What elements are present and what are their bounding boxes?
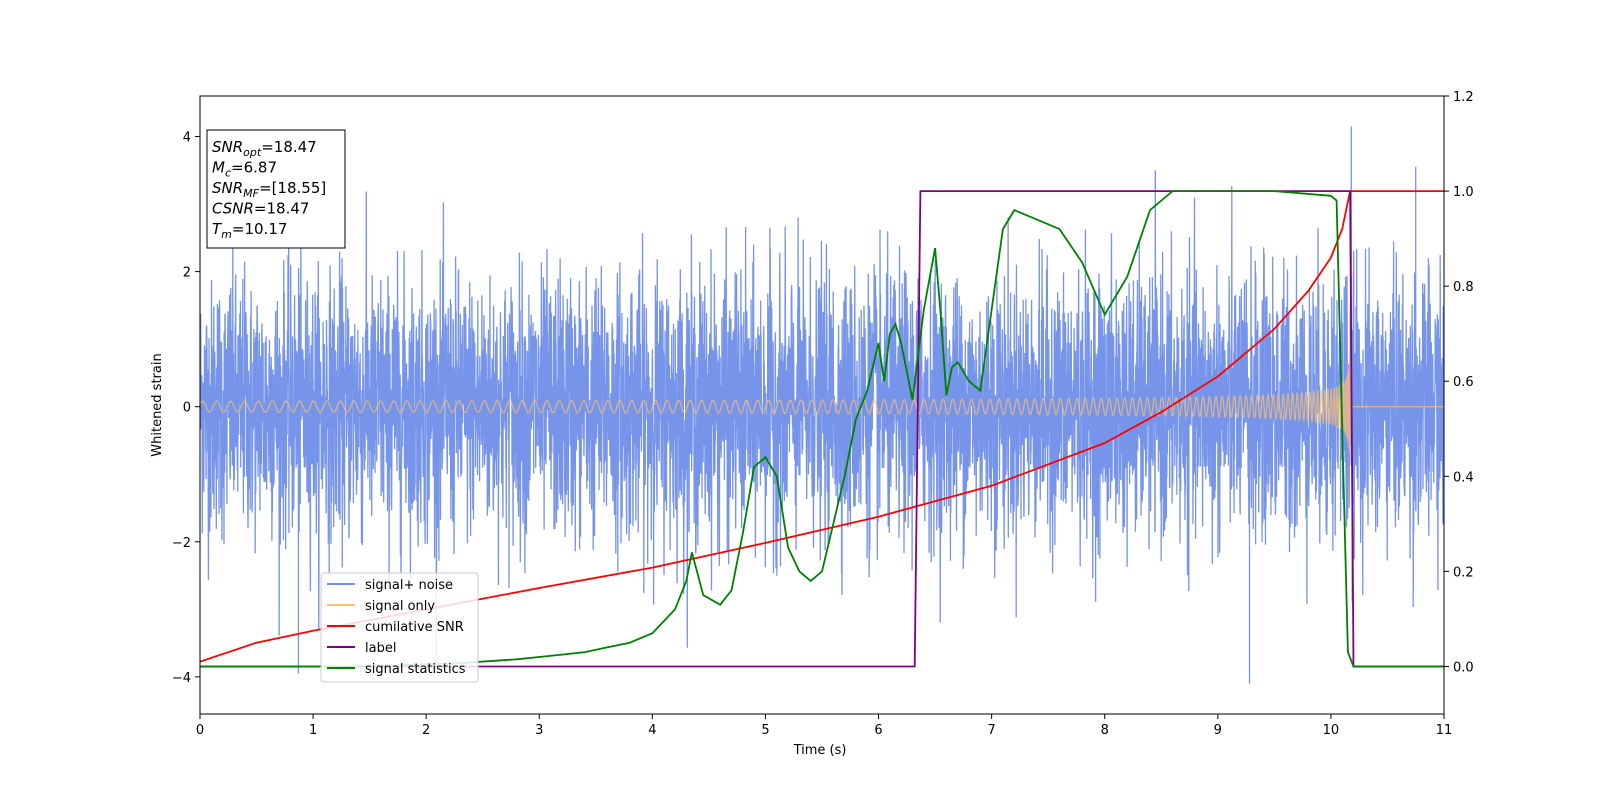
plot-frame [199, 95, 1445, 715]
x-tick-label: 6 [874, 723, 882, 738]
info-line: SNRMF=[18.55] [212, 179, 326, 200]
legend-label: signal+ noise [365, 578, 453, 593]
x-tick-label: 1 [309, 723, 317, 738]
y2-tick-label: 1.2 [1453, 90, 1474, 105]
y-tick-label: 2 [183, 266, 191, 281]
y2-tick-label: 1.0 [1453, 185, 1474, 200]
y-tick-label: 4 [183, 131, 191, 146]
x-axis: 0 1 2 3 4 5 6 7 8 9 10 11 [196, 714, 1452, 738]
x-tick-label: 8 [1101, 723, 1109, 738]
info-line: Tm=10.17 [212, 220, 287, 241]
legend-label: label [365, 641, 396, 656]
series-signal-only [200, 358, 1444, 454]
y2-tick-label: 0.4 [1453, 470, 1474, 485]
y-tick-label: 0 [183, 401, 191, 416]
y2-tick-label: 0.2 [1453, 565, 1474, 580]
info-box: SNRopt=18.47Mc=6.87SNRMF=[18.55]CSNR=18.… [206, 129, 346, 249]
x-axis-label: Time (s) [793, 743, 847, 758]
x-tick-label: 0 [196, 723, 204, 738]
x-tick-label: 5 [761, 723, 769, 738]
legend-label: cumilative SNR [365, 620, 464, 635]
x-tick-label: 10 [1323, 723, 1340, 738]
info-line: Mc=6.87 [212, 159, 277, 180]
x-tick-label: 2 [422, 723, 430, 738]
x-tick-label: 9 [1214, 723, 1222, 738]
y-axis-right: 0.0 0.2 0.4 0.6 0.8 1.0 1.2 [1444, 90, 1474, 675]
info-line: SNRopt=18.47 [212, 138, 317, 159]
y2-tick-label: 0.6 [1453, 375, 1474, 390]
legend: signal+ noise signal only cumilative SNR la… [320, 572, 479, 683]
x-tick-label: 11 [1436, 723, 1453, 738]
info-line: CSNR=18.47 [212, 200, 309, 218]
series-signal-statistics [200, 190, 1444, 668]
y-tick-label: −4 [172, 671, 191, 686]
x-tick-label: 4 [648, 723, 656, 738]
x-tick-label: 3 [535, 723, 543, 738]
y2-tick-label: 0.8 [1453, 280, 1474, 295]
x-tick-label: 7 [987, 723, 995, 738]
y-axis-label: Whitened strain [150, 353, 165, 456]
y-tick-label: −2 [172, 536, 191, 551]
legend-label: signal statistics [365, 662, 466, 677]
y2-tick-label: 0.0 [1453, 660, 1474, 675]
y-axis-left: −4 −2 0 2 4 [172, 131, 200, 686]
legend-label: signal only [365, 599, 435, 614]
